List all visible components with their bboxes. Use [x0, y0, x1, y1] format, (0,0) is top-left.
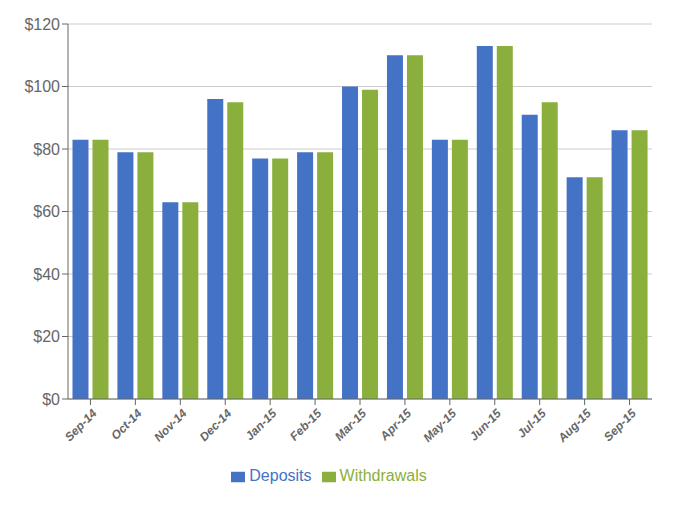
svg-text:$40: $40 [33, 266, 60, 283]
svg-text:Aug-15: Aug-15 [554, 406, 594, 446]
html-text:Withdrawals: Withdrawals [339, 467, 427, 484]
svg-text:$0: $0 [42, 391, 60, 408]
svg-text:$100: $100 [24, 78, 60, 95]
svg-text:Feb-15: Feb-15 [287, 406, 324, 443]
svg-text:Apr-15: Apr-15 [377, 406, 415, 444]
svg-text:$120: $120 [24, 16, 60, 33]
svg-text:Jul-15: Jul-15 [514, 406, 549, 441]
svg-text:May-15: May-15 [420, 406, 459, 445]
svg-text:$60: $60 [33, 203, 60, 220]
svg-text:Oct-14: Oct-14 [108, 406, 145, 443]
svg-text:Nov-14: Nov-14 [151, 406, 189, 444]
html-text:Deposits: Deposits [249, 467, 312, 484]
svg-text:Jun-15: Jun-15 [467, 406, 504, 443]
svg-text:Mar-15: Mar-15 [332, 406, 369, 443]
svg-text:Jan-15: Jan-15 [243, 406, 280, 443]
svg-text:$20: $20 [33, 328, 60, 345]
svg-text:$80: $80 [33, 141, 60, 158]
svg-text:Dec-14: Dec-14 [197, 406, 235, 444]
svg-text:Sep-14: Sep-14 [62, 406, 100, 444]
svg-text:Sep-15: Sep-15 [601, 406, 639, 444]
